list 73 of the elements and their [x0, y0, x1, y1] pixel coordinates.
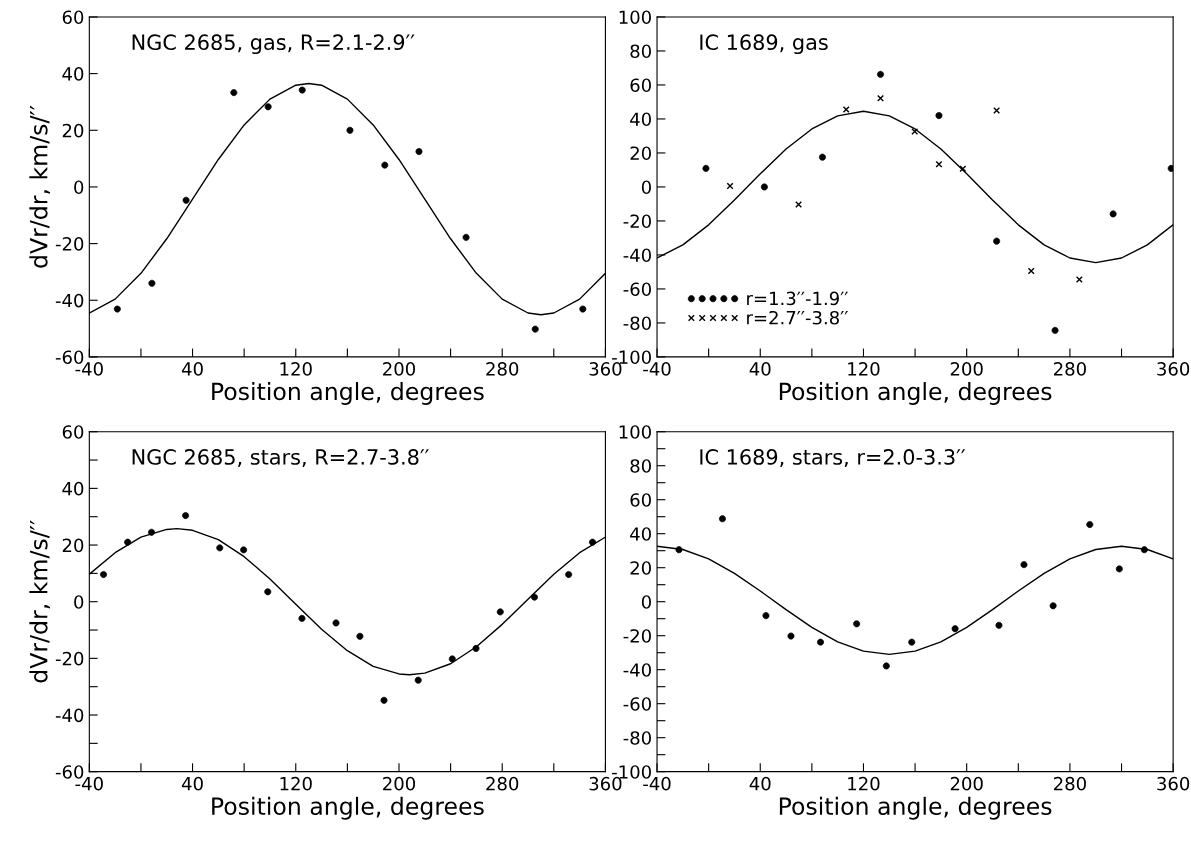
y-tick-label: 40	[62, 67, 84, 81]
x-tick-label: 40	[749, 776, 771, 791]
text: IC 1689, gas	[700, 34, 828, 55]
x-tick-label: 200	[383, 362, 416, 376]
point	[935, 160, 943, 168]
x-tick-label: 280	[486, 776, 519, 791]
y-tick-label: -40	[55, 293, 84, 308]
y-tick-label: 60	[62, 425, 84, 439]
y-tick-label: 40	[62, 481, 84, 496]
x-tick-label: 200	[950, 362, 983, 376]
point	[726, 182, 734, 190]
y-tick-label: -100	[612, 350, 651, 365]
y-tick-label: -80	[623, 731, 651, 745]
y-tick-label: -60	[623, 697, 651, 711]
y-tick-label: 20	[630, 561, 651, 575]
y-tick-label: 20	[62, 538, 84, 553]
y-tick-label: 60	[62, 10, 84, 25]
x-tick-label: 40	[181, 776, 203, 791]
x-tick-label: 120	[280, 776, 312, 791]
text: NGC 2685, gas, R=2.1-2.9′′	[132, 34, 415, 55]
y-tick-label: 40	[630, 112, 651, 127]
point	[795, 200, 803, 208]
y-tick-label: -60	[55, 350, 84, 365]
y-tick-label: 0	[74, 180, 84, 195]
x-axis-title: Position angle, degrees	[779, 382, 1052, 405]
x-tick-label: 120	[848, 776, 880, 791]
legend-label: r=1.3′′-1.9′′	[747, 291, 848, 306]
x-tick-label: 360	[589, 362, 622, 376]
x-tick-label: 360	[1157, 776, 1190, 791]
point	[1075, 276, 1083, 284]
y-tick-label: -40	[623, 248, 651, 263]
y-tick-label: 80	[630, 44, 651, 59]
y-tick-label: 100	[619, 10, 651, 25]
legend-label: r=2.7′′-3.8′′	[747, 310, 848, 325]
x-tick-label: 200	[950, 776, 983, 791]
y-tick-label: 40	[630, 527, 651, 541]
y-tick-label: -20	[55, 651, 84, 666]
y-tick-label: 0	[641, 595, 651, 609]
x-axis-title: Position angle, degrees	[212, 796, 484, 820]
x-tick-label: 200	[383, 776, 416, 791]
point	[877, 94, 884, 102]
y-axis-title: dVr/dr, km/s/′′	[29, 105, 51, 268]
x-tick-label: 360	[1157, 362, 1190, 376]
x-tick-label: 280	[1054, 776, 1086, 791]
y-tick-label: 0	[641, 180, 651, 195]
x-tick-label: 40	[749, 362, 771, 376]
point	[842, 105, 850, 113]
y-tick-label: -20	[55, 237, 84, 251]
y-tick-label: 60	[630, 493, 651, 507]
y-tick-label: 100	[619, 425, 651, 439]
y-tick-label: 60	[630, 78, 651, 93]
x-tick-label: 40	[181, 362, 203, 376]
point	[1027, 267, 1035, 275]
y-tick-label: -60	[623, 282, 651, 297]
text: NGC 2685, stars, R=2.7-3.8′′	[132, 449, 429, 467]
y-tick-label: -40	[55, 708, 84, 723]
x-axis-title: Position angle, degrees	[212, 382, 484, 405]
x-axis-title: Position angle, degrees	[779, 796, 1052, 820]
x-tick-label: 280	[1054, 362, 1086, 376]
x-tick-label: 280	[486, 362, 519, 376]
y-tick-label: 0	[74, 595, 84, 609]
y-tick-label: -20	[623, 629, 651, 643]
y-tick-label: 20	[630, 146, 651, 161]
y-tick-label: -80	[623, 316, 651, 331]
x-tick-label: 120	[280, 362, 312, 376]
y-tick-label: 20	[62, 123, 84, 138]
x-tick-label: 120	[848, 362, 880, 376]
y-axis-title: dVr/dr, km/s/′′	[29, 520, 51, 683]
text: IC 1689, stars, r=2.0-3.3′′	[700, 449, 966, 467]
y-tick-label: 80	[630, 459, 651, 473]
point	[993, 106, 1001, 114]
y-tick-label: -40	[623, 663, 651, 677]
y-tick-label: -20	[623, 214, 651, 229]
